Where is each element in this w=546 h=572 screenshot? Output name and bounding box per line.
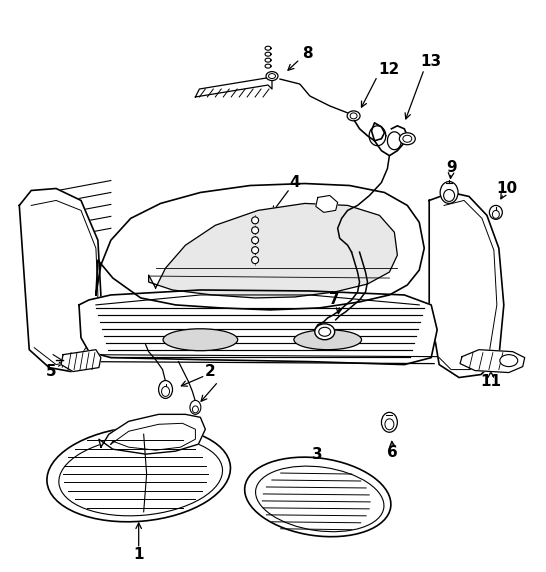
Polygon shape [149,204,397,298]
Polygon shape [316,196,337,212]
Polygon shape [61,349,101,372]
Ellipse shape [350,113,357,119]
Ellipse shape [245,457,391,537]
Circle shape [252,247,259,253]
Text: 6: 6 [387,444,398,460]
Text: 9: 9 [446,160,456,175]
Text: 11: 11 [480,374,501,389]
Ellipse shape [256,466,384,532]
Ellipse shape [382,412,397,432]
Ellipse shape [162,387,169,396]
Text: 10: 10 [496,181,518,196]
Polygon shape [96,184,424,310]
Circle shape [252,237,259,244]
Polygon shape [99,414,205,454]
Circle shape [252,227,259,234]
Text: 2: 2 [205,364,216,379]
Polygon shape [195,77,272,97]
Circle shape [252,217,259,224]
Ellipse shape [315,324,335,340]
Ellipse shape [266,72,278,81]
Ellipse shape [190,400,201,414]
Ellipse shape [47,426,230,522]
Text: 13: 13 [420,54,442,69]
Text: 12: 12 [379,62,400,77]
Ellipse shape [440,181,458,204]
Ellipse shape [163,329,238,351]
Text: 7: 7 [329,292,340,307]
Text: 5: 5 [46,364,56,379]
Ellipse shape [294,330,361,349]
Ellipse shape [403,135,412,142]
Ellipse shape [269,74,276,78]
Ellipse shape [319,327,331,336]
Text: 8: 8 [302,46,313,61]
Polygon shape [79,290,437,364]
Text: 1: 1 [133,547,144,562]
Text: 4: 4 [289,175,300,190]
Ellipse shape [444,189,455,201]
Ellipse shape [385,419,394,430]
Ellipse shape [192,406,198,413]
Ellipse shape [59,436,223,516]
Ellipse shape [500,355,518,367]
Ellipse shape [399,133,416,145]
Circle shape [252,257,259,264]
Ellipse shape [492,210,500,219]
Ellipse shape [347,111,360,121]
Polygon shape [429,193,504,378]
Text: 3: 3 [312,447,323,462]
Ellipse shape [489,205,502,219]
Ellipse shape [158,380,173,399]
Polygon shape [19,189,101,372]
Polygon shape [460,349,525,372]
